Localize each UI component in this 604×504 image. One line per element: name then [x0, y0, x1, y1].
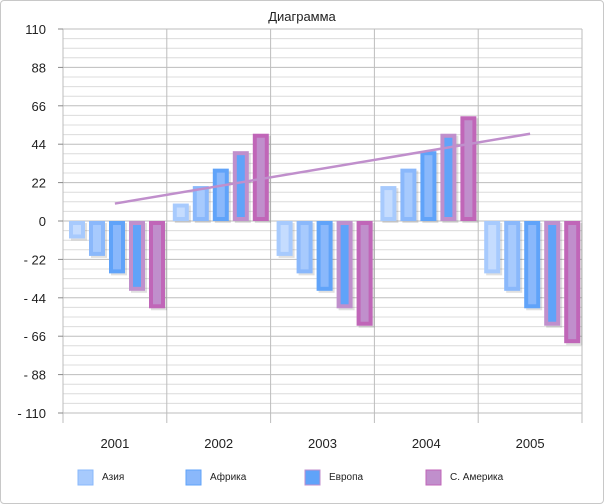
y-tick-label: - 44	[24, 291, 46, 306]
bar-inner	[488, 225, 497, 270]
bar-inner	[300, 225, 309, 270]
bar-inner	[280, 225, 289, 252]
bar-inner	[320, 225, 329, 287]
bar-inner	[340, 225, 349, 305]
x-tick-label: 2005	[516, 436, 545, 451]
bar-inner	[236, 155, 245, 217]
legend-label: Африка	[210, 471, 247, 483]
x-tick-label: 2003	[308, 436, 337, 451]
legend-swatch	[425, 469, 442, 486]
legend-label: С. Америка	[450, 472, 504, 483]
bar-inner	[464, 120, 473, 217]
x-tick-label: 2002	[204, 436, 233, 451]
bar-inner	[93, 225, 101, 252]
legend-swatch	[304, 469, 321, 486]
bar-inner	[424, 155, 433, 217]
bar-inner	[256, 137, 265, 217]
bar-inner	[216, 172, 225, 217]
y-tick-label: 66	[32, 99, 46, 114]
bar-inner	[444, 137, 453, 217]
bar-inner	[153, 225, 161, 305]
y-tick-label: 110	[25, 22, 46, 37]
y-tick-label: 0	[39, 214, 46, 229]
y-tick-label: 22	[32, 176, 46, 191]
bar-inner	[133, 225, 141, 287]
bar-inner	[528, 225, 537, 305]
y-tick-label: 44	[32, 137, 46, 152]
bar-inner	[196, 190, 205, 217]
y-tick-label: - 110	[17, 406, 46, 421]
bar-inner	[176, 207, 185, 217]
bar-inner	[73, 225, 81, 235]
legend-label: Европа	[329, 472, 364, 483]
bar-inner	[404, 172, 413, 217]
x-tick-label: 2004	[412, 436, 441, 451]
bar-inner	[508, 225, 517, 287]
chart-title: Диаграмма	[268, 9, 336, 24]
y-tick-label: - 88	[24, 368, 46, 383]
legend-swatch	[77, 469, 94, 486]
y-tick-label: - 22	[24, 252, 46, 267]
y-tick-label: - 66	[24, 329, 46, 344]
legend-swatch	[185, 469, 202, 486]
y-tick-label: 88	[32, 60, 46, 75]
bar-inner	[548, 225, 557, 322]
bar-inner	[568, 225, 577, 340]
bar-inner	[113, 225, 121, 270]
legend-label: Азия	[102, 472, 124, 483]
bar-inner	[384, 190, 393, 217]
bar-inner	[360, 225, 369, 322]
x-tick-label: 2001	[100, 436, 129, 451]
trendline	[114, 132, 531, 205]
